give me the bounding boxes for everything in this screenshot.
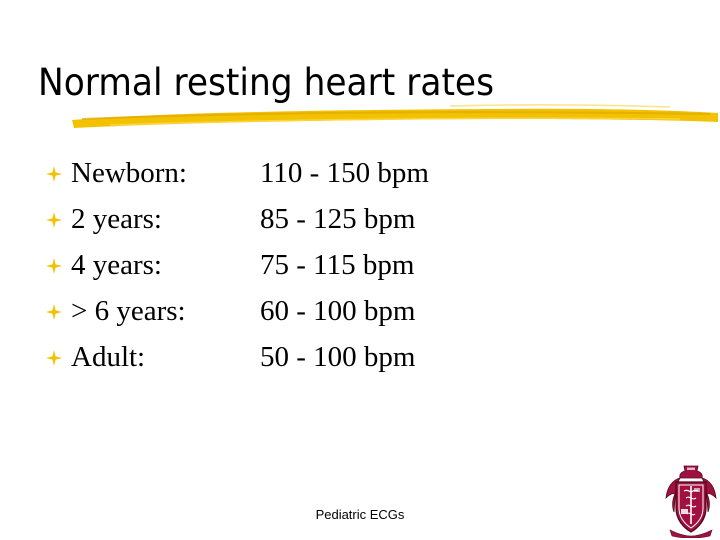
sparkle-bullet-icon	[46, 350, 62, 366]
sparkle-bullet-icon	[46, 304, 62, 320]
title-underline	[72, 104, 718, 128]
list-item: Adult: 50 - 100 bpm	[46, 334, 526, 380]
age-label: > 6 years:	[71, 295, 186, 327]
rate-value: 50 - 100 bpm	[260, 341, 416, 373]
rate-value: 75 - 115 bpm	[260, 249, 415, 281]
age-label: 2 years:	[71, 203, 162, 235]
list-item: > 6 years: 60 - 100 bpm	[46, 288, 526, 334]
medical-crest-logo	[665, 465, 717, 538]
list-item: 2 years: 85 - 125 bpm	[46, 196, 526, 242]
rate-value: 110 - 150 bpm	[260, 157, 429, 189]
age-label: Newborn:	[71, 157, 187, 189]
age-label: Adult:	[71, 341, 146, 373]
list-item: 4 years: 75 - 115 bpm	[46, 242, 526, 288]
rate-value: 60 - 100 bpm	[260, 295, 416, 327]
heart-rate-list: Newborn: 110 - 150 bpm 2 years: 85 - 125…	[46, 150, 526, 380]
list-item: Newborn: 110 - 150 bpm	[46, 150, 526, 196]
sparkle-bullet-icon	[46, 212, 62, 228]
slide-footer: Pediatric ECGs	[315, 507, 405, 522]
age-label: 4 years:	[71, 249, 162, 281]
rate-value: 85 - 125 bpm	[260, 203, 416, 235]
sparkle-bullet-icon	[46, 166, 62, 182]
slide-title: Normal resting heart rates	[38, 61, 495, 104]
sparkle-bullet-icon	[46, 258, 62, 274]
